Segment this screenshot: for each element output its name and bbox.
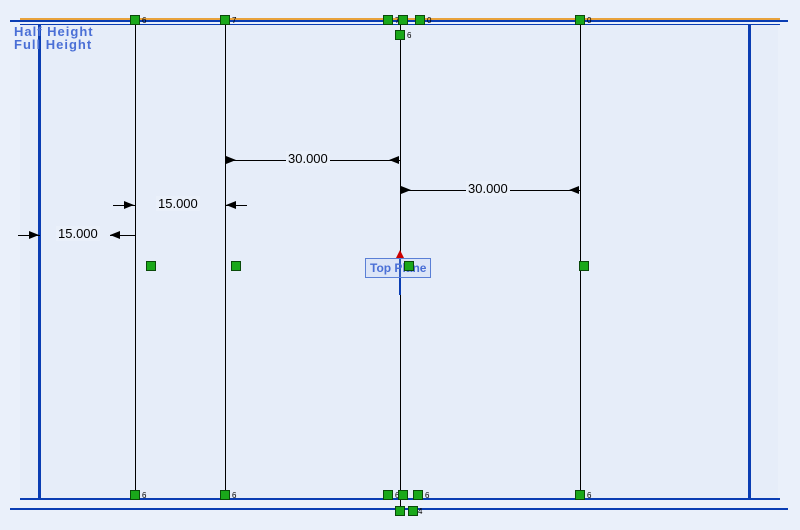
marker-bot-4-label: 6 [587,491,591,500]
marker-top-3c[interactable] [415,15,425,25]
marker-bot-2[interactable] [220,490,230,500]
top-plane-label[interactable]: Top Plane [365,258,431,278]
marker-below-top-label: 6 [407,31,411,40]
marker-top-2-label: 7 [232,16,236,25]
marker-top-4-label: 0 [587,16,591,25]
marker-mid-2[interactable] [231,261,241,271]
dim2-arrow-r [226,201,236,209]
marker-bot-rail-b[interactable] [408,506,418,516]
marker-bot-3c-label: 6 [425,491,429,500]
marker-below-top[interactable] [395,30,405,40]
dim3-arrow-l [226,156,236,164]
dim3-arrow-r [389,156,399,164]
dim1-arrow-l [29,231,39,239]
dim4-text[interactable]: 30.000 [466,181,510,196]
marker-top-1-label: 6 [142,16,146,25]
vline-1 [135,20,136,498]
marker-mid-1[interactable] [146,261,156,271]
marker-bot-rail-a-label: 4 [418,507,422,516]
dim1-text[interactable]: 15.000 [56,226,100,241]
marker-bot-2-label: 6 [232,491,236,500]
vline-2 [225,20,226,498]
dim1-arrow-r [110,231,120,239]
marker-bot-3c[interactable] [413,490,423,500]
marker-top-1[interactable] [130,15,140,25]
marker-top-3a[interactable] [383,15,393,25]
dim3-text[interactable]: 30.000 [286,151,330,166]
marker-bot-1-label: 6 [142,491,146,500]
full-height-label: Full Height [14,37,92,52]
dim4-arrow-r [569,186,579,194]
left-edge [38,24,41,498]
marker-bot-4[interactable] [575,490,585,500]
marker-bot-3b[interactable] [398,490,408,500]
marker-mid-4[interactable] [579,261,589,271]
vline-4 [580,20,581,498]
marker-bot-1[interactable] [130,490,140,500]
marker-bot-3a[interactable] [383,490,393,500]
marker-top-3c-label: 0 [427,16,431,25]
marker-top-2[interactable] [220,15,230,25]
origin-icon [396,250,404,258]
right-edge [748,24,751,498]
dim2-arrow-l [124,201,134,209]
dim2-text[interactable]: 15.000 [156,196,200,211]
marker-bot-rail-a[interactable] [395,506,405,516]
marker-top-3b[interactable] [398,15,408,25]
marker-mid-3[interactable] [404,261,414,271]
dim4-arrow-l [401,186,411,194]
marker-top-4[interactable] [575,15,585,25]
